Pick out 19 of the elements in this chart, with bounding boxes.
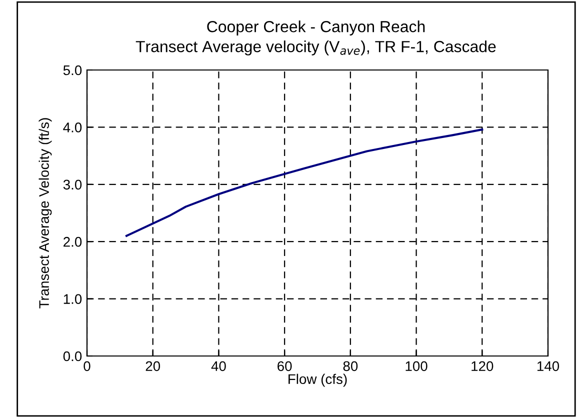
y-tick-label: 5.0 [63, 65, 82, 76]
y-tick-label: 3.0 [63, 180, 82, 190]
y-axis-title: Transect Average Velocity (ft/s) [38, 118, 52, 308]
y-tick-label: 2.0 [64, 236, 82, 247]
y-tick-label: 4.0 [63, 122, 82, 132]
x-tick-label: 40 [211, 361, 226, 372]
x-tick-label: 20 [146, 361, 160, 372]
y-tick-label: 0.0 [63, 351, 82, 362]
x-tick-label: 80 [343, 361, 358, 372]
chart-title: Cooper Creek - Canyon Reach [207, 20, 425, 36]
x-tick-label: 120 [472, 361, 494, 372]
x-tick-label: 140 [537, 361, 560, 372]
line-series [125, 128, 484, 237]
x-axis-title: Flow (cfs) [288, 374, 347, 387]
x-tick-label: 60 [278, 361, 292, 372]
x-tick-label: 100 [406, 361, 428, 372]
x-tick-label: 0 [84, 361, 90, 372]
chart-subtitle: Transect Average velocity (V$_{ave}$), TR F-1, Cascade [136, 40, 496, 56]
y-tick-label: 1.0 [64, 294, 82, 304]
